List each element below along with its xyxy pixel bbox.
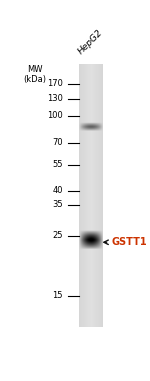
Text: 25: 25 [52, 231, 63, 240]
Text: 70: 70 [52, 138, 63, 147]
Text: MW
(kDa): MW (kDa) [24, 65, 46, 84]
Text: 35: 35 [52, 200, 63, 209]
Text: GSTT1: GSTT1 [112, 237, 147, 247]
Text: 55: 55 [52, 160, 63, 169]
Text: HepG2: HepG2 [77, 28, 105, 56]
Text: 100: 100 [47, 111, 63, 120]
Text: 170: 170 [47, 79, 63, 88]
Text: 130: 130 [47, 94, 63, 103]
Text: 40: 40 [52, 186, 63, 195]
Text: 15: 15 [52, 291, 63, 300]
